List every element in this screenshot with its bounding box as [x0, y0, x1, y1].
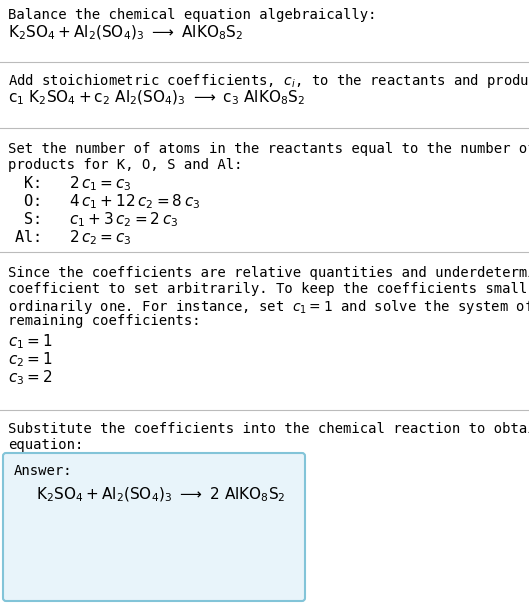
Text: $c_1 = 1$: $c_1 = 1$: [8, 332, 52, 351]
Text: remaining coefficients:: remaining coefficients:: [8, 314, 200, 328]
Text: K:   $2\,c_1 = c_3$: K: $2\,c_1 = c_3$: [14, 174, 132, 192]
Text: equation:: equation:: [8, 438, 84, 452]
Text: S:   $c_1 + 3\,c_2 = 2\,c_3$: S: $c_1 + 3\,c_2 = 2\,c_3$: [14, 210, 178, 229]
Text: products for K, O, S and Al:: products for K, O, S and Al:: [8, 158, 242, 172]
Text: Answer:: Answer:: [14, 464, 72, 478]
FancyBboxPatch shape: [3, 453, 305, 601]
Text: $c_3 = 2$: $c_3 = 2$: [8, 368, 52, 387]
Text: Substitute the coefficients into the chemical reaction to obtain the balanced: Substitute the coefficients into the che…: [8, 422, 529, 436]
Text: Set the number of atoms in the reactants equal to the number of atoms in the: Set the number of atoms in the reactants…: [8, 142, 529, 156]
Text: ordinarily one. For instance, set $c_1 = 1$ and solve the system of equations fo: ordinarily one. For instance, set $c_1 =…: [8, 298, 529, 316]
Text: $c_2 = 1$: $c_2 = 1$: [8, 350, 52, 368]
Text: coefficient to set arbitrarily. To keep the coefficients small, the arbitrary va: coefficient to set arbitrarily. To keep …: [8, 282, 529, 296]
Text: $\mathrm{K_2SO_4 + Al_2(SO_4)_3 \ \longrightarrow \ AlKO_8S_2}$: $\mathrm{K_2SO_4 + Al_2(SO_4)_3 \ \longr…: [8, 24, 243, 42]
Text: $\mathrm{c_1\ K_2SO_4 + c_2\ Al_2(SO_4)_3 \ \longrightarrow \ c_3\ AlKO_8S_2}$: $\mathrm{c_1\ K_2SO_4 + c_2\ Al_2(SO_4)_…: [8, 89, 305, 107]
Text: Al:   $2\,c_2 = c_3$: Al: $2\,c_2 = c_3$: [14, 228, 132, 246]
Text: O:   $4\,c_1 + 12\,c_2 = 8\,c_3$: O: $4\,c_1 + 12\,c_2 = 8\,c_3$: [14, 192, 200, 211]
Text: Add stoichiometric coefficients, $c_i$, to the reactants and products:: Add stoichiometric coefficients, $c_i$, …: [8, 72, 529, 90]
Text: $\mathrm{K_2SO_4 + Al_2(SO_4)_3 \ \longrightarrow \ 2\ AlKO_8S_2}$: $\mathrm{K_2SO_4 + Al_2(SO_4)_3 \ \longr…: [36, 486, 286, 504]
Text: Since the coefficients are relative quantities and underdetermined, choose a: Since the coefficients are relative quan…: [8, 266, 529, 280]
Text: Balance the chemical equation algebraically:: Balance the chemical equation algebraica…: [8, 8, 377, 22]
